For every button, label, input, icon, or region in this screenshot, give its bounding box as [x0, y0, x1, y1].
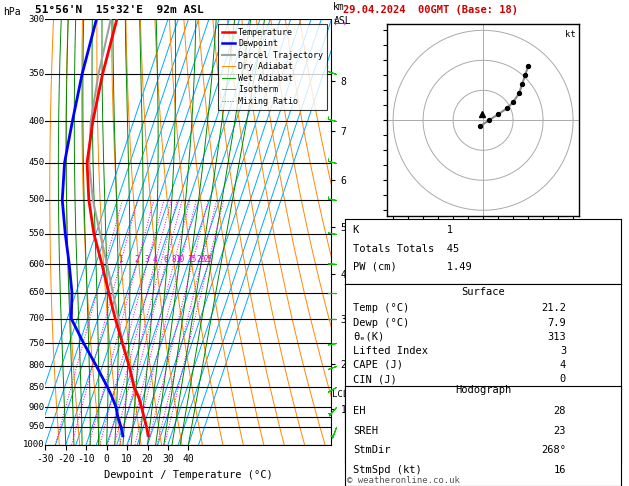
Text: 700: 700	[28, 314, 44, 323]
Text: Dewp (°C): Dewp (°C)	[353, 317, 409, 328]
Text: SREH: SREH	[353, 426, 378, 435]
Text: 900: 900	[28, 403, 44, 412]
Text: 3: 3	[560, 427, 566, 437]
Point	[523, 62, 533, 70]
Text: Totals Totals  45: Totals Totals 45	[353, 243, 459, 254]
Text: 51°56'N  15°32'E  92m ASL: 51°56'N 15°32'E 92m ASL	[35, 5, 203, 15]
Text: 4: 4	[560, 360, 566, 370]
Point	[475, 122, 485, 130]
Text: 28: 28	[554, 406, 566, 417]
Point	[484, 116, 494, 124]
Text: CIN (J): CIN (J)	[353, 374, 397, 384]
Text: PW (cm)        1.49: PW (cm) 1.49	[353, 262, 472, 272]
Text: 7.9: 7.9	[547, 317, 566, 328]
Text: 4: 4	[560, 439, 566, 449]
Point	[502, 104, 512, 112]
Text: 313: 313	[547, 331, 566, 342]
Text: ASL: ASL	[333, 16, 351, 26]
Text: EH: EH	[353, 406, 365, 417]
Text: CIN (J): CIN (J)	[353, 451, 397, 461]
Text: 450: 450	[28, 158, 44, 167]
Text: Pressure (mb): Pressure (mb)	[353, 403, 434, 413]
Text: θₑ(K): θₑ(K)	[353, 331, 384, 342]
Text: 500: 500	[28, 195, 44, 205]
Text: Hodograph: Hodograph	[455, 385, 511, 395]
Point	[517, 80, 527, 88]
Text: 29.04.2024  00GMT (Base: 18): 29.04.2024 00GMT (Base: 18)	[343, 5, 518, 15]
Text: 3: 3	[145, 255, 149, 264]
Text: 268°: 268°	[541, 445, 566, 455]
Text: CAPE (J): CAPE (J)	[353, 360, 403, 370]
Text: 10: 10	[175, 255, 185, 264]
Text: θₑ (K): θₑ (K)	[353, 415, 391, 425]
Text: 16: 16	[554, 465, 566, 474]
Text: ←→: ←→	[333, 18, 347, 29]
Text: hPa: hPa	[3, 7, 21, 17]
Text: 550: 550	[28, 229, 44, 238]
Text: 25: 25	[203, 255, 213, 264]
Text: 350: 350	[28, 69, 44, 78]
Text: 650: 650	[28, 288, 44, 297]
Text: 750: 750	[28, 339, 44, 347]
Text: K              1: K 1	[353, 225, 453, 235]
Text: 313: 313	[547, 415, 566, 425]
Text: kt: kt	[565, 30, 576, 39]
Text: 4: 4	[152, 255, 157, 264]
Text: 1004: 1004	[541, 403, 566, 413]
Text: 1: 1	[118, 255, 123, 264]
Text: © weatheronline.co.uk: © weatheronline.co.uk	[347, 476, 460, 485]
Text: LCL: LCL	[332, 390, 348, 399]
Text: 0: 0	[560, 451, 566, 461]
Text: 20: 20	[196, 255, 206, 264]
Text: 3: 3	[560, 346, 566, 356]
Text: CAPE (J): CAPE (J)	[353, 439, 403, 449]
Point	[520, 71, 530, 79]
Text: StmSpd (kt): StmSpd (kt)	[353, 465, 422, 474]
Text: Surface: Surface	[461, 287, 505, 297]
Text: 21.2: 21.2	[541, 303, 566, 313]
X-axis label: Dewpoint / Temperature (°C): Dewpoint / Temperature (°C)	[104, 470, 273, 480]
Text: 15: 15	[187, 255, 197, 264]
Text: Temp (°C): Temp (°C)	[353, 303, 409, 313]
Text: 2: 2	[135, 255, 139, 264]
Text: 8: 8	[171, 255, 176, 264]
Text: 400: 400	[28, 117, 44, 125]
Text: Lifted Index: Lifted Index	[353, 427, 428, 437]
Text: 1000: 1000	[23, 440, 44, 449]
Text: 0: 0	[560, 374, 566, 384]
Point	[493, 110, 503, 118]
Point	[514, 89, 524, 97]
Legend: Temperature, Dewpoint, Parcel Trajectory, Dry Adiabat, Wet Adiabat, Isotherm, Mi: Temperature, Dewpoint, Parcel Trajectory…	[218, 24, 327, 110]
Point	[508, 98, 518, 106]
Text: 23: 23	[554, 426, 566, 435]
Text: StmDir: StmDir	[353, 445, 391, 455]
Text: 850: 850	[28, 383, 44, 392]
Text: 800: 800	[28, 362, 44, 370]
Text: 600: 600	[28, 260, 44, 269]
Text: Most Unstable: Most Unstable	[442, 389, 524, 399]
Text: Lifted Index: Lifted Index	[353, 346, 428, 356]
Text: km: km	[333, 2, 345, 13]
Text: 950: 950	[28, 422, 44, 431]
Text: 300: 300	[28, 15, 44, 24]
Text: 6: 6	[163, 255, 168, 264]
